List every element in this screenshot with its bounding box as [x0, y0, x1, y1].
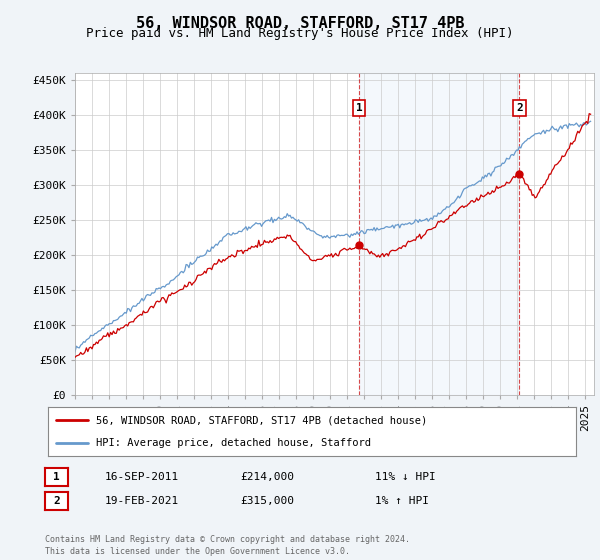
Text: £214,000: £214,000 [240, 472, 294, 482]
Text: 56, WINDSOR ROAD, STAFFORD, ST17 4PB: 56, WINDSOR ROAD, STAFFORD, ST17 4PB [136, 16, 464, 31]
Text: 19-FEB-2021: 19-FEB-2021 [105, 496, 179, 506]
Text: 1% ↑ HPI: 1% ↑ HPI [375, 496, 429, 506]
Text: 2: 2 [516, 103, 523, 113]
Text: 56, WINDSOR ROAD, STAFFORD, ST17 4PB (detached house): 56, WINDSOR ROAD, STAFFORD, ST17 4PB (de… [95, 416, 427, 426]
Text: 11% ↓ HPI: 11% ↓ HPI [375, 472, 436, 482]
Text: 1: 1 [53, 472, 60, 482]
Text: Contains HM Land Registry data © Crown copyright and database right 2024.
This d: Contains HM Land Registry data © Crown c… [45, 535, 410, 556]
Text: 1: 1 [356, 103, 363, 113]
Text: 16-SEP-2011: 16-SEP-2011 [105, 472, 179, 482]
Text: Price paid vs. HM Land Registry's House Price Index (HPI): Price paid vs. HM Land Registry's House … [86, 27, 514, 40]
Text: £315,000: £315,000 [240, 496, 294, 506]
Text: 2: 2 [53, 496, 60, 506]
Text: HPI: Average price, detached house, Stafford: HPI: Average price, detached house, Staf… [95, 438, 371, 448]
Bar [359, 73, 520, 395]
